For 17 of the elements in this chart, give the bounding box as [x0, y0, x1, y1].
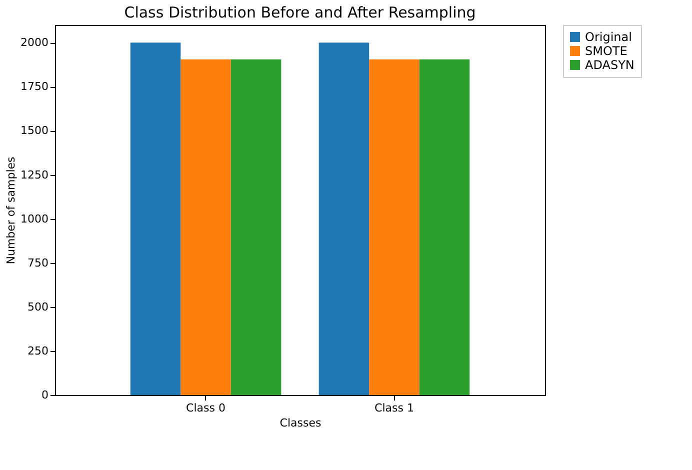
y-tick-label: 0 — [42, 388, 48, 402]
y-tick-label: 1250 — [20, 168, 48, 182]
y-tick-label: 1500 — [20, 124, 48, 138]
legend-label: ADASYN — [585, 58, 634, 72]
x-tick-label: Class 0 — [186, 402, 226, 414]
y-tick-label: 750 — [28, 256, 48, 270]
y-tick-label: 2000 — [20, 36, 48, 50]
legend-label: Original — [585, 30, 632, 44]
y-tick-label: 250 — [28, 344, 48, 358]
y-tick-label: 1000 — [20, 212, 48, 226]
chart-title: Class Distribution Before and After Resampling — [124, 4, 476, 22]
y-tick-label: 500 — [28, 300, 48, 314]
legend-label: SMOTE — [585, 44, 628, 58]
y-axis-title: Number of samples — [4, 156, 18, 264]
x-axis-title: Classes — [280, 416, 322, 430]
x-tick-label: Class 1 — [374, 402, 414, 414]
y-tick-label: 1750 — [20, 80, 48, 94]
